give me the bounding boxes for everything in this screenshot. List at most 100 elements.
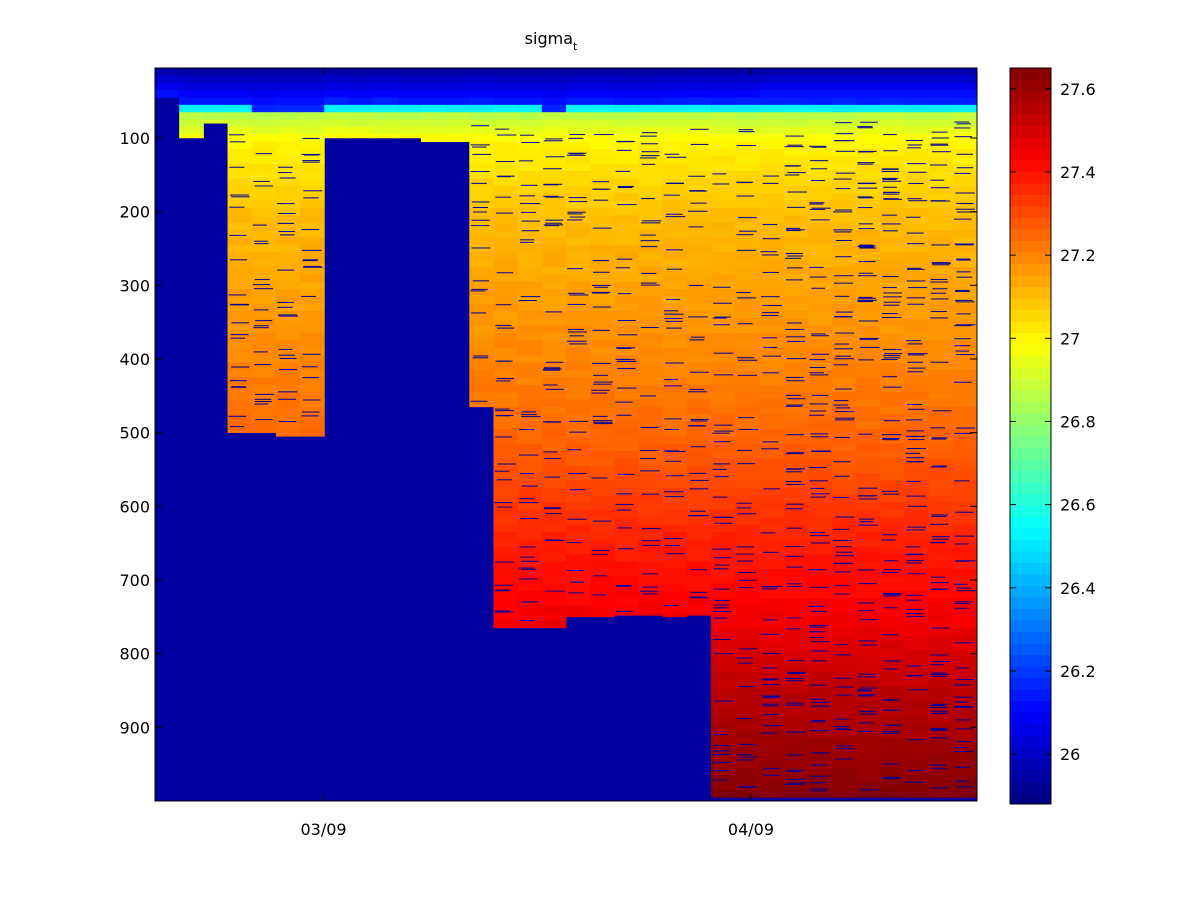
heatmap-cell [638,237,664,246]
heatmap-cell [348,75,374,84]
heatmap-cell [638,97,664,106]
heatmap-cell [517,252,543,260]
heatmap-cell [856,274,881,282]
heatmap-cell [831,517,857,526]
missing-data-line [811,660,827,662]
heatmap-cell [831,539,857,548]
heatmap-cell [566,178,591,187]
missing-data-line [858,296,873,298]
missing-data-line [640,284,660,286]
heatmap-cell [928,480,954,489]
heatmap-cell [952,436,978,445]
missing-data-line [519,546,536,548]
heatmap-cell [686,414,712,422]
heatmap-cell [372,97,398,106]
missing-data-line [809,403,829,405]
heatmap-cell [517,134,543,142]
heatmap-cell [590,355,615,363]
heatmap-cell [493,82,519,91]
missing-data-line [907,612,924,614]
missing-data-line [785,394,801,396]
missing-data-line [930,582,949,584]
missing-data-line [930,311,947,313]
missing-data-line [811,207,831,209]
heatmap-cell [807,333,833,341]
heatmap-cell [783,377,809,386]
heatmap-cell [783,237,809,246]
heatmap-cell [880,215,905,224]
heatmap-cell [590,428,615,437]
heatmap-cell [952,672,978,680]
heatmap-cell [904,90,930,98]
heatmap-cell [420,75,446,84]
heatmap-cell [662,318,688,327]
heatmap-cell [469,325,494,334]
heatmap-cell [227,185,253,194]
heatmap-cell [420,68,446,76]
profile-column [300,68,325,437]
heatmap-cell [856,355,881,363]
colorbar-cell [1010,68,1051,80]
heatmap-cell [759,266,785,275]
heatmap-cell [856,406,881,415]
heatmap-cell [735,598,760,607]
missing-data-line [930,187,950,189]
heatmap-cell [856,156,881,165]
heatmap-cell [735,200,760,209]
heatmap-cell [493,149,519,157]
heatmap-cell [831,458,857,467]
heatmap-cell [928,524,954,533]
missing-data-line [858,261,876,263]
missing-data-line [908,408,925,410]
heatmap-cell [662,90,688,98]
heatmap-cell [541,347,567,356]
missing-data-line [664,460,682,462]
missing-data-line [786,230,801,232]
missing-data-line [906,297,926,299]
missing-data-line [591,477,608,479]
heatmap-cell [686,149,712,157]
missing-data-line [785,253,803,255]
heatmap-cell [638,554,664,562]
heatmap-cell [904,723,930,732]
missing-data-line [738,131,755,133]
heatmap-cell [904,97,930,106]
missing-data-line [543,183,563,185]
missing-data-line [688,391,707,393]
heatmap-cell [300,82,325,91]
heatmap-cell [227,414,253,422]
heatmap-cell [904,517,930,526]
missing-data-line [736,553,754,555]
heatmap-cell [590,90,615,98]
heatmap-cell [952,517,978,526]
heatmap-cell [638,414,664,422]
missing-data-line [231,196,250,198]
missing-data-line [592,181,610,183]
heatmap-cell [227,222,253,231]
heatmap-cell [711,244,736,253]
colorbar-cell [1010,79,1051,92]
missing-data-line [738,129,753,131]
missing-data-line [834,563,854,565]
missing-data-line [784,174,800,176]
heatmap-cell [300,370,325,378]
missing-data-line [663,450,680,452]
heatmap-cell [372,134,398,139]
heatmap-cell [541,112,567,120]
missing-data-line [860,644,878,646]
heatmap-cell [445,75,470,84]
missing-data-line [857,297,876,299]
missing-data-line [473,211,488,213]
heatmap-cell [880,97,905,106]
missing-data-line [954,607,970,609]
missing-data-line [520,296,541,298]
heatmap-cell [541,436,567,445]
heatmap-cell [638,539,664,548]
heatmap-cell [783,406,809,415]
missing-data-line [809,208,826,210]
missing-data-line [953,746,969,748]
heatmap-cell [783,502,809,511]
missing-data-line [882,287,897,289]
heatmap-cell [711,613,736,621]
heatmap-cell [614,561,640,570]
